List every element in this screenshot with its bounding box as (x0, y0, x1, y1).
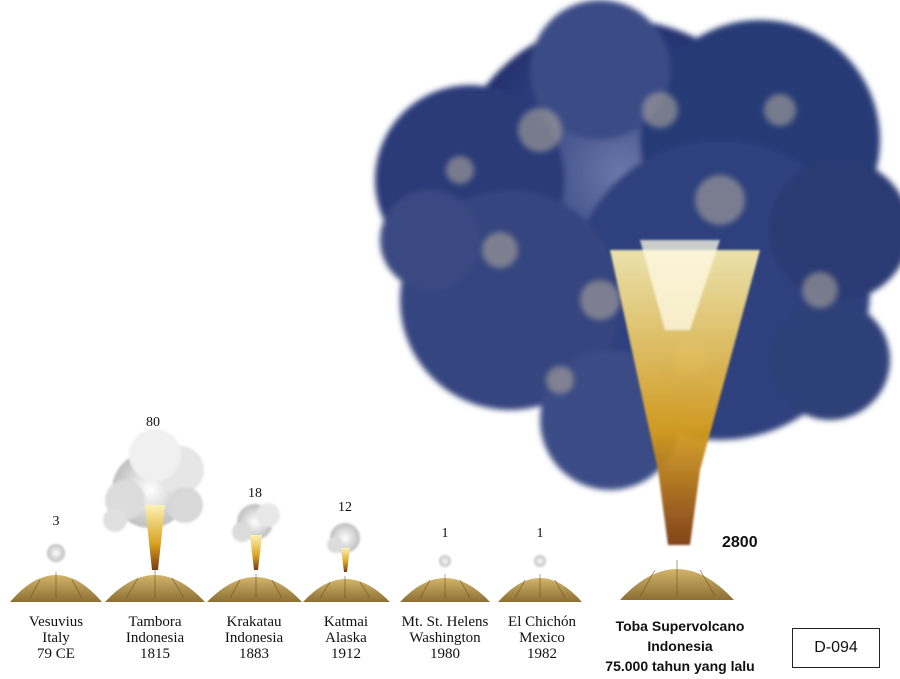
figure-code: D-094 (814, 639, 858, 656)
katmai-label: Katmai Alaska 1912 (323, 614, 369, 662)
st-helens-volume: 1 (441, 526, 449, 541)
el-chichon-volume: 1 (536, 526, 544, 541)
toba-ash-cloud (375, 0, 900, 490)
st-helens-label: Mt. St. Helens Washington 1980 (401, 614, 489, 662)
katmai-plume (327, 523, 360, 572)
krakatau-volume: 18 (248, 486, 262, 501)
vesuvius-plume (47, 544, 65, 562)
el-chichon-label: El Chichón Mexico 1982 (508, 614, 576, 662)
krakatau-label: Krakatau Indonesia 1883 (224, 614, 284, 662)
tambora-volume: 80 (146, 415, 160, 430)
toba-volume: 2800 (722, 534, 758, 551)
st-helens-plume (439, 555, 451, 567)
krakatau-plume (232, 503, 280, 570)
figure-code-box: D-094 (792, 628, 880, 668)
katmai-volume: 12 (338, 500, 352, 515)
toba-cloud-highlights (446, 92, 838, 394)
toba-eruption-column (610, 240, 760, 545)
vesuvius-label: Vesuvius Italy 79 CE (28, 614, 84, 662)
tambora-label: Tambora Indonesia 1815 (125, 614, 185, 662)
toba-label: Toba Supervolcano Indonesia 75.000 tahun y… (605, 618, 755, 674)
mountains (10, 560, 734, 602)
el-chichon-plume (534, 555, 546, 567)
tambora-plume (103, 429, 204, 570)
vesuvius-volume: 3 (52, 514, 60, 529)
